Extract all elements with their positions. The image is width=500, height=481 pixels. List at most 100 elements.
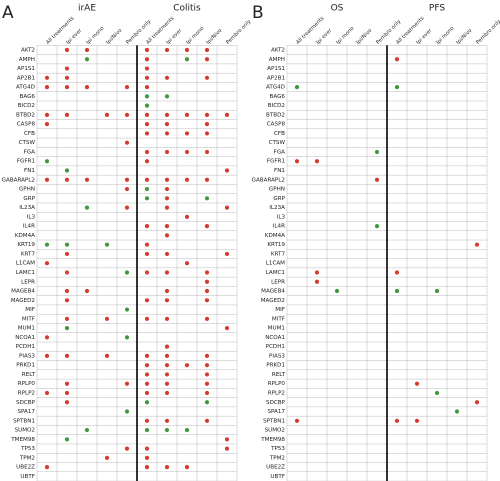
gene-label: BTBD2 (266, 112, 285, 118)
dot (44, 261, 50, 266)
dot (204, 122, 210, 127)
dot (144, 418, 150, 423)
dot (124, 381, 130, 386)
column-label: Ipi mono (435, 26, 455, 46)
dot (64, 326, 70, 331)
dot (164, 186, 170, 192)
dot (44, 465, 50, 470)
dot (124, 307, 130, 312)
dot (454, 409, 460, 414)
dot (64, 270, 70, 275)
gene-label: SPA17 (17, 409, 35, 415)
dot (184, 131, 190, 136)
gene-label: BTBD2 (16, 112, 35, 118)
dot (144, 224, 150, 229)
dot (84, 84, 90, 90)
gene-label: KRT7 (271, 251, 286, 257)
dot (144, 465, 150, 470)
gene-label: PRKD1 (266, 363, 285, 369)
dot (164, 390, 170, 396)
dot (44, 112, 50, 117)
dot (144, 177, 150, 182)
gene-label: IL4R (23, 224, 35, 230)
dot (474, 400, 480, 405)
gene-label: BICD2 (268, 103, 285, 109)
dot (144, 390, 150, 396)
gene-label: L1CAM (16, 261, 35, 267)
dot (204, 112, 210, 117)
dot (64, 47, 70, 53)
dot (144, 298, 150, 303)
dot (224, 446, 230, 451)
dot (374, 149, 380, 155)
dot (144, 112, 150, 117)
dot (204, 316, 210, 321)
dot (144, 381, 150, 386)
dot (144, 94, 150, 99)
gene-label: PIAS3 (269, 353, 285, 359)
dot (334, 288, 340, 294)
dot (164, 233, 170, 238)
gene-label: LAMC1 (16, 270, 36, 276)
dot (314, 270, 320, 275)
dot (164, 112, 170, 117)
dot (64, 353, 70, 359)
column-label: Ipi ever (315, 27, 334, 46)
dot (204, 196, 210, 201)
dot (164, 251, 170, 257)
dot (84, 427, 90, 433)
gene-label: LEPR (21, 279, 35, 285)
gene-label: IL3 (277, 214, 286, 220)
gene-label: RPLP0 (18, 381, 36, 387)
dot (204, 353, 210, 359)
dot (164, 316, 170, 321)
dot (474, 242, 480, 247)
gene-label: KRT19 (267, 242, 285, 248)
gene-label: UBTF (270, 474, 285, 480)
dot (204, 224, 210, 229)
dot (434, 288, 440, 294)
dot (64, 288, 70, 294)
dot (144, 57, 150, 62)
dot (224, 437, 230, 442)
dot (184, 465, 190, 470)
gene-label: SPTBN1 (263, 418, 285, 424)
dot (224, 112, 230, 117)
dot (44, 353, 50, 359)
dot (394, 288, 400, 294)
dot (144, 372, 150, 377)
dot (184, 214, 190, 219)
gene-label: AMPH (19, 57, 35, 63)
gene-label: AP1S1 (17, 66, 35, 72)
dot (224, 168, 230, 173)
dot (64, 75, 70, 80)
dot (124, 112, 130, 117)
dot (204, 418, 210, 423)
gene-label: FN1 (274, 168, 285, 174)
dot (64, 381, 70, 386)
dot (204, 149, 210, 155)
gene-label: RPLP0 (268, 381, 286, 387)
group-title: PFS (429, 4, 445, 14)
dot (144, 363, 150, 368)
dot (164, 372, 170, 377)
dot (64, 390, 70, 396)
dot (394, 84, 400, 90)
dot (144, 270, 150, 275)
dot (44, 122, 50, 127)
gene-label: MAGEB4 (11, 289, 35, 295)
dot (204, 131, 210, 136)
gene-label: TP53 (20, 446, 35, 452)
dot (164, 298, 170, 303)
dot (164, 224, 170, 229)
dot (144, 446, 150, 451)
gene-label: IL3 (27, 214, 36, 220)
dot (44, 390, 50, 396)
dot (144, 353, 150, 359)
group-title: OS (331, 4, 344, 14)
gene-label: KRT19 (17, 242, 35, 248)
dot (164, 344, 170, 349)
gene-label: CASP8 (267, 122, 286, 128)
gene-label: MAGED2 (11, 298, 35, 304)
dot (64, 400, 70, 405)
